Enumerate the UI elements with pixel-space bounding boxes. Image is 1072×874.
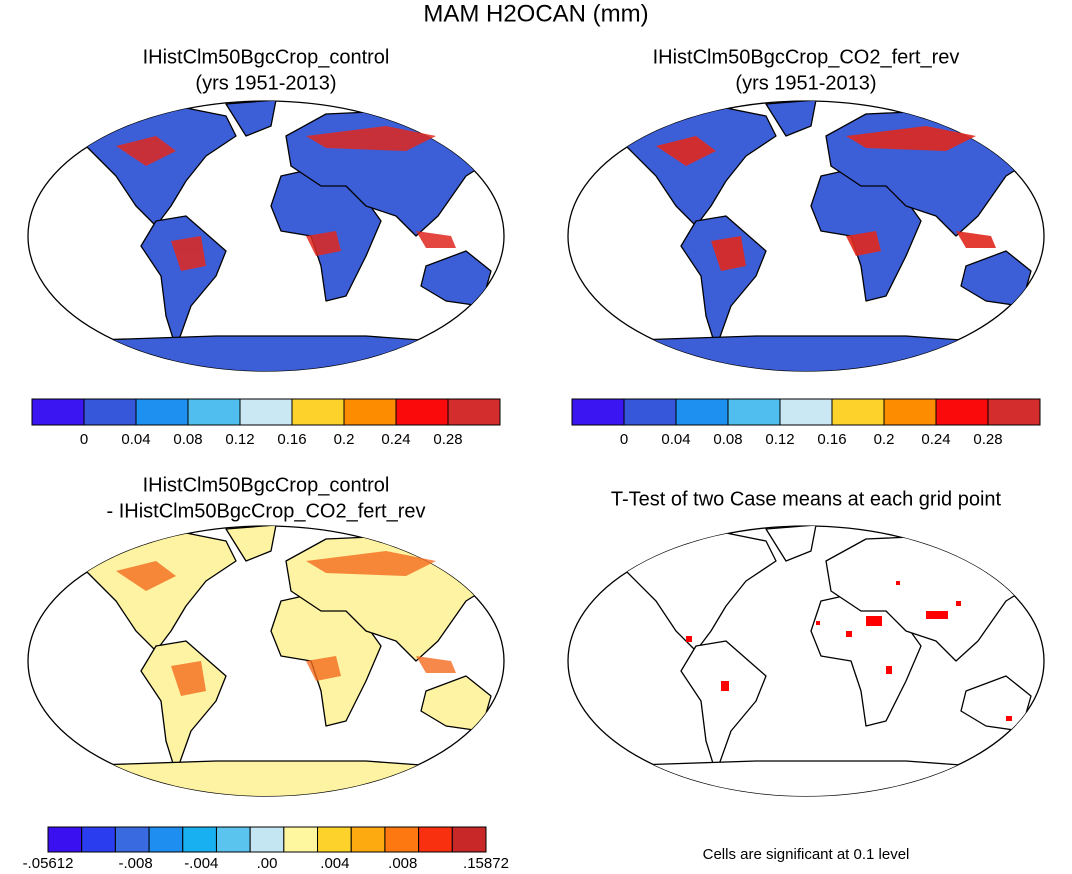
colorbar-label: .15872	[463, 855, 509, 872]
panel-title: IHistClm50BgcCrop_control	[143, 474, 390, 496]
colorbar-label: 0.2	[334, 431, 355, 448]
map	[26, 525, 506, 801]
colorbar-box	[249, 826, 285, 853]
colorbar-box	[283, 826, 319, 853]
colorbar-box	[114, 826, 150, 853]
colorbar-label: 0.04	[661, 431, 690, 448]
colorbar-label: .004	[320, 855, 349, 872]
colorbar-box	[135, 398, 189, 426]
colorbar-box	[987, 398, 1041, 426]
colorbar-label: .008	[388, 855, 417, 872]
colorbar-box	[935, 398, 989, 426]
colorbar-label: 0	[620, 431, 628, 448]
colorbar-label: 0	[80, 431, 88, 448]
panel-title: (yrs 1951-2013)	[735, 72, 876, 94]
colorbar-label: 0.08	[173, 431, 202, 448]
colorbar-box	[81, 826, 116, 853]
panel-title: - IHistClm50BgcCrop_CO2_fert_rev	[107, 500, 426, 522]
colorbar-box	[317, 826, 352, 853]
colorbar-box	[47, 826, 83, 853]
colorbar-label: 0.24	[381, 431, 410, 448]
panel-title: (yrs 1951-2013)	[195, 72, 336, 94]
colorbar-box	[727, 398, 781, 426]
colorbar-box	[148, 826, 184, 853]
colorbar-label: 0.28	[973, 431, 1002, 448]
colorbar-box	[395, 398, 449, 426]
colorbar-box	[675, 398, 729, 426]
colorbar-box	[239, 398, 293, 426]
colorbar-label: 0.04	[121, 431, 150, 448]
colorbar-label: 0.12	[225, 431, 254, 448]
colorbar-label: -.05612	[23, 855, 74, 872]
colorbar-box	[384, 826, 420, 853]
panel-title: IHistClm50BgcCrop_control	[143, 46, 390, 68]
colorbar-label: 0.16	[817, 431, 846, 448]
colorbar-box	[418, 826, 453, 853]
colorbar-label: 0.24	[921, 431, 950, 448]
colorbar-box	[343, 398, 397, 426]
colorbar-label: 0.28	[433, 431, 462, 448]
colorbar-label: 0.16	[277, 431, 306, 448]
colorbar-label: -.008	[118, 855, 152, 872]
map	[566, 100, 1046, 376]
colorbar-box	[31, 398, 85, 426]
colorbar-label: 0.12	[765, 431, 794, 448]
colorbar-box	[779, 398, 833, 426]
colorbar-box	[182, 826, 217, 853]
colorbar-box	[187, 398, 241, 426]
colorbar-box	[215, 826, 251, 853]
footnote: Cells are significant at 0.1 level	[703, 846, 910, 863]
map	[26, 100, 506, 376]
map	[566, 525, 1046, 801]
colorbar-box	[447, 398, 501, 426]
figure-title: MAM H2OCAN (mm)	[423, 0, 648, 27]
colorbar-box	[83, 398, 137, 426]
colorbar-box	[350, 826, 386, 853]
colorbar-label: .00	[257, 855, 278, 872]
colorbar-box	[623, 398, 677, 426]
colorbar-box	[831, 398, 885, 426]
colorbar-label: 0.08	[713, 431, 742, 448]
colorbar-label: -.004	[184, 855, 218, 872]
colorbar-box	[883, 398, 937, 426]
colorbar-box	[451, 826, 487, 853]
panel-title: IHistClm50BgcCrop_CO2_fert_rev	[653, 46, 960, 68]
colorbar-box	[291, 398, 345, 426]
colorbar-box	[571, 398, 625, 426]
panel-title: T-Test of two Case means at each grid po…	[611, 488, 1002, 510]
colorbar-label: 0.2	[874, 431, 895, 448]
